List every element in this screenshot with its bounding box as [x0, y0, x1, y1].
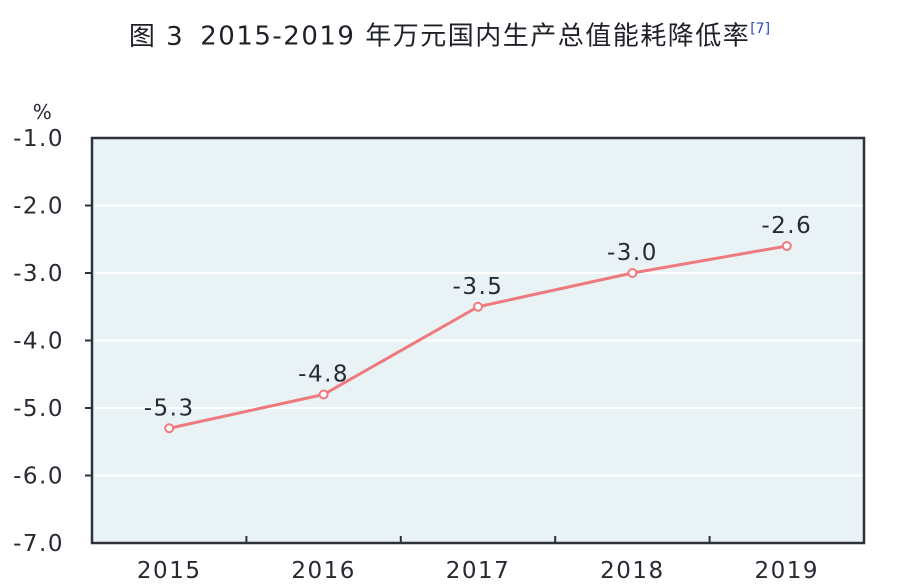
plot-border	[90, 136, 866, 545]
y-tick-label: -1.0	[13, 126, 64, 152]
data-point-label: -2.6	[761, 213, 812, 239]
data-point-marker	[318, 389, 329, 400]
data-point-marker	[473, 301, 483, 312]
data-point-marker	[781, 241, 792, 251]
data-point-marker	[627, 268, 638, 278]
figure-title-prefix: 图 3	[128, 21, 185, 52]
data-point-label: -3.0	[607, 240, 658, 266]
y-tick-label: -7.0	[13, 531, 64, 557]
y-tick-label: -6.0	[13, 464, 64, 490]
y-tick-label: -3.0	[13, 261, 64, 287]
y-tick-label: -5.0	[13, 396, 64, 422]
x-tick-label: 2018	[600, 558, 665, 584]
data-point-label: -4.8	[298, 362, 349, 388]
y-tick-label: -4.0	[13, 329, 64, 355]
x-tick-label: 2019	[755, 558, 820, 584]
figure-title-main: 2015-2019 年万元国内生产总值能耗降低率	[200, 21, 751, 52]
figure-title-footnote: [7]	[750, 21, 771, 37]
y-axis-unit-label: %	[33, 100, 54, 124]
x-tick-label: 2016	[291, 558, 356, 584]
chart-svg: -1.0 -2.0 -3.0 -4.0 -5.0 -6.0 -7.0% 2015 2016 201…	[13, 100, 866, 584]
y-tick-label: -2.0	[13, 194, 64, 220]
x-tick-label: 2017	[446, 558, 511, 584]
data-point-label: -3.5	[453, 274, 504, 300]
data-point-label: -5.3	[144, 395, 195, 421]
data-point-marker	[164, 423, 175, 434]
figure-title: 图 3 2015-2019 年万元国内生产总值能耗降低率[7]	[0, 16, 899, 52]
x-tick-label: 2015	[137, 558, 202, 584]
